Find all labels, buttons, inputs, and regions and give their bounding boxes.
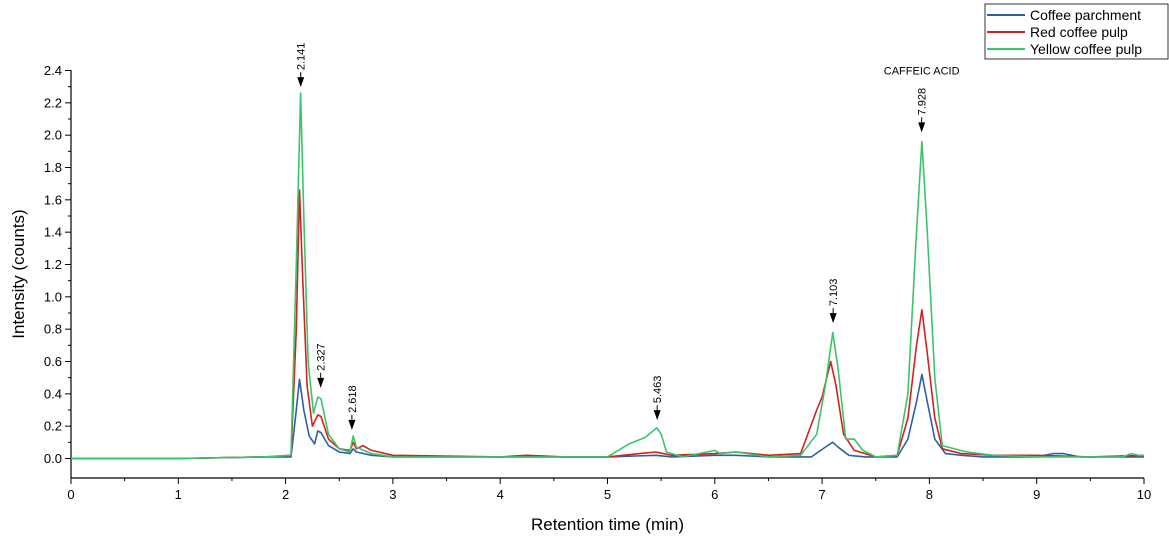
- annotation-7.103: 7.103: [828, 279, 840, 324]
- y-tick-label: 2.0: [44, 128, 62, 143]
- x-axis-title: Retention time (min): [531, 515, 684, 534]
- y-axis-title: Intensity (counts): [9, 209, 28, 338]
- series-line-yellow-coffee-pulp: [71, 92, 1144, 460]
- x-tick-label: 8: [926, 487, 933, 502]
- y-tick-label: 2.4: [44, 63, 62, 78]
- x-tick-label: 4: [497, 487, 504, 502]
- annotation-label: 2.141: [296, 43, 308, 71]
- annotation-arrow: [317, 377, 325, 388]
- x-tick-label: 1: [175, 487, 182, 502]
- annotation-note: CAFFEIC ACID: [884, 65, 960, 77]
- annotation-5.463: 5.463: [652, 376, 664, 421]
- annotation-arrow: [297, 77, 305, 88]
- y-tick-label: 1.2: [44, 257, 62, 272]
- axes: [70, 70, 1144, 479]
- x-tick-label: 6: [711, 487, 718, 502]
- legend-label: Yellow coffee pulp: [1030, 41, 1142, 57]
- legend-label: Red coffee pulp: [1030, 24, 1128, 40]
- x-tick-label: 5: [604, 487, 611, 502]
- annotation-7.928: 7.928 CAFFEIC ACID: [884, 65, 960, 133]
- x-tick-label: 10: [1137, 487, 1151, 502]
- y-tick-label: 1.8: [44, 160, 62, 175]
- series-line-red-coffee-pulp: [71, 189, 1145, 460]
- y-tick-label: 0.0: [44, 451, 62, 466]
- annotation-2.618: 2.618: [347, 385, 359, 430]
- annotation-arrow: [653, 410, 661, 421]
- x-tick-label: 0: [67, 487, 74, 502]
- y-tick-label: 0.6: [44, 354, 62, 369]
- x-tick-label: 9: [1033, 487, 1040, 502]
- x-tick-label: 3: [389, 487, 396, 502]
- annotation-label: 2.327: [316, 343, 328, 371]
- peak-annotations: 2.141 2.327 2.618 5.463 7.103 7.928 CAFFEIC AC…: [296, 43, 960, 430]
- x-tick-label: 7: [818, 487, 825, 502]
- y-tick-label: 0.4: [44, 386, 62, 401]
- annotation-arrow: [348, 419, 356, 430]
- annotation-2.327: 2.327: [316, 343, 328, 388]
- y-tick-label: 0.2: [44, 419, 62, 434]
- y-tick-label: 1.6: [44, 192, 62, 207]
- annotation-arrow: [918, 122, 926, 133]
- ticks: 0 1 2 3 4 5 6 7 8 9 10 0.0 0.2 0.4 0.6 0.8 1.0 1.2 1.4 1.6 1…: [44, 63, 1151, 502]
- annotation-label: 2.618: [347, 385, 359, 413]
- annotation-arrow: [829, 313, 837, 324]
- y-tick-label: 1.4: [44, 225, 62, 240]
- series-line-coffee-parchment: [71, 373, 1144, 460]
- y-tick-label: 2.2: [44, 95, 62, 110]
- y-tick-label: 1.0: [44, 289, 62, 304]
- annotation-2.141: 2.141: [296, 43, 308, 88]
- series-lines: [71, 92, 1145, 460]
- legend-label: Coffee parchment: [1030, 7, 1141, 23]
- y-tick-label: 0.8: [44, 322, 62, 337]
- annotation-label: 5.463: [652, 376, 664, 404]
- annotation-label: 7.103: [828, 279, 840, 307]
- x-tick-label: 2: [282, 487, 289, 502]
- annotation-label: 7.928: [917, 88, 929, 116]
